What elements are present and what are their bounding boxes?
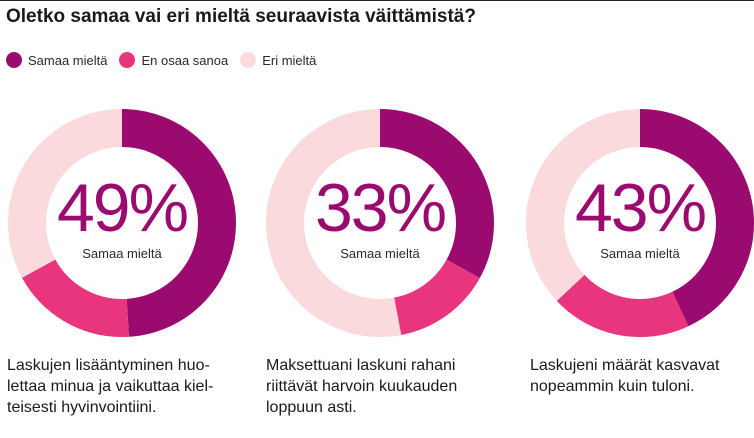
caption-3-line: nopeammin kuin tuloni. xyxy=(530,378,695,395)
legend-item-eri: Eri mieltä xyxy=(240,52,316,68)
donut-3-sublabel: Samaa mieltä xyxy=(600,246,680,261)
caption-2-line: loppuun asti. xyxy=(266,399,357,416)
donut-chart-2: 33% Samaa mieltä xyxy=(265,108,495,338)
legend-label-eri: Eri mieltä xyxy=(262,52,317,68)
caption-1-line: lettaa minua ja vaikuttaa kiel- xyxy=(7,378,214,395)
caption-2: Maksettuani laskuni rahani riittävät har… xyxy=(266,355,491,418)
donut-chart-3: 43% Samaa mieltä xyxy=(525,108,754,338)
donut-svg-3 xyxy=(526,109,754,337)
donut-3-percentage: 43% xyxy=(574,170,707,246)
donut-slice-eri-mieltä xyxy=(526,109,754,337)
donut-1-sublabel: Samaa mieltä xyxy=(82,246,162,261)
donut-2-sublabel: Samaa mieltä xyxy=(340,246,420,261)
legend-swatch-samaa-icon xyxy=(6,52,22,68)
caption-2-line: Maksettuani laskuni rahani xyxy=(266,357,456,374)
donut-2-percentage: 33% xyxy=(314,170,447,246)
donut-svg-2 xyxy=(266,109,494,337)
donut-svg-1 xyxy=(8,109,236,337)
donut-1-percentage: 49% xyxy=(56,170,189,246)
donut-chart-1: 49% Samaa mieltä xyxy=(7,108,237,338)
donut-slice-eri-mieltä xyxy=(8,109,236,337)
legend: Samaa mieltä En osaa sanoa Eri mieltä xyxy=(6,52,328,68)
caption-3-line: Laskujeni määrät kasvavat xyxy=(530,357,720,374)
caption-1-line: Laskujen lisääntyminen huo- xyxy=(7,357,210,374)
caption-2-line: riittävät harvoin kuukauden xyxy=(266,378,458,395)
caption-1-line: teisesti hyvinvointiini. xyxy=(7,399,157,416)
donut-slice-en-osaa-sanoa xyxy=(526,109,754,337)
legend-item-samaa: Samaa mieltä xyxy=(6,52,107,68)
chart-title: Oletko samaa vai eri mieltä seuraavista … xyxy=(6,6,476,27)
top-rule xyxy=(0,0,754,1)
legend-item-en-osaa: En osaa sanoa xyxy=(119,52,228,68)
legend-label-samaa: Samaa mieltä xyxy=(28,52,108,68)
caption-1: Laskujen lisääntyminen huo- lettaa minua… xyxy=(7,355,232,418)
donut-slice-en-osaa-sanoa xyxy=(8,109,236,337)
donut-slice-eri-mieltä xyxy=(266,109,494,337)
legend-swatch-eri-icon xyxy=(240,52,257,68)
legend-label-en-osaa: En osaa sanoa xyxy=(141,52,229,68)
caption-3: Laskujeni määrät kasvavat nopeammin kuin… xyxy=(530,355,754,397)
legend-swatch-en-osaa-icon xyxy=(119,52,136,68)
